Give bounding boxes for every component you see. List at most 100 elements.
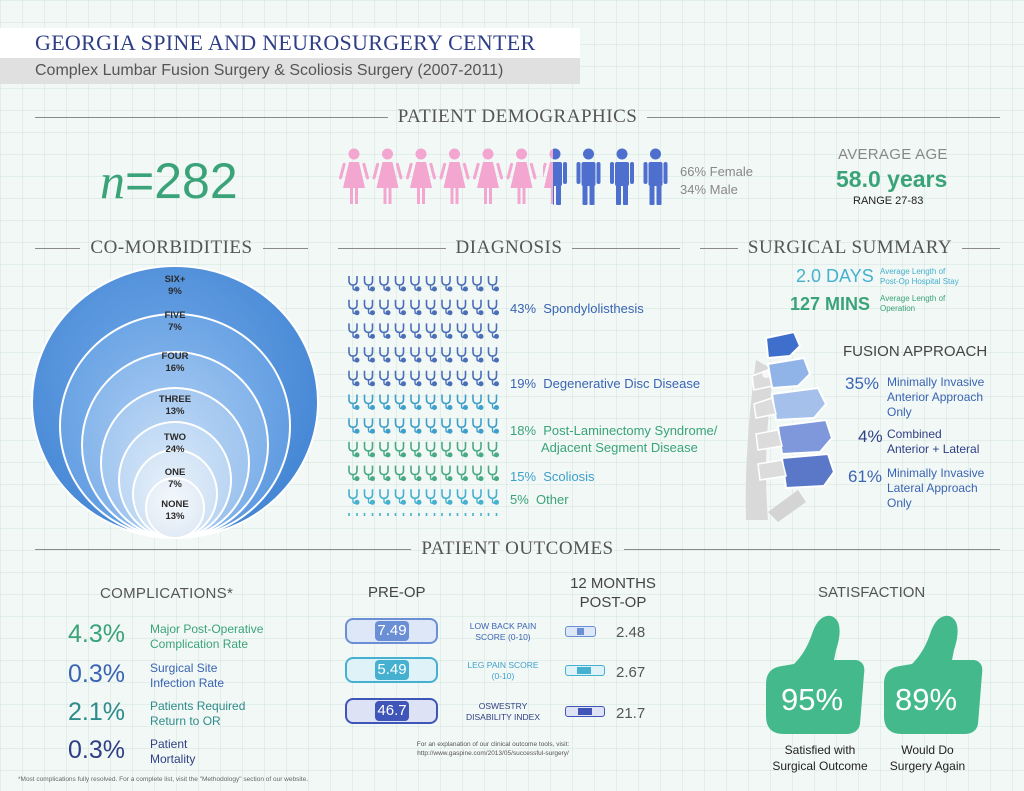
comorbidity-label: FOUR	[162, 351, 189, 362]
person-icon	[405, 148, 437, 204]
spine-illustration	[745, 330, 836, 522]
stethoscope-icon	[487, 276, 500, 292]
stethoscope-icon	[472, 512, 484, 516]
section-title: CO-MORBIDITIES	[90, 237, 253, 258]
stethoscope-icon	[410, 298, 422, 316]
fusion-lateral-label: Minimally Invasive Lateral Approach Only	[887, 466, 985, 510]
fusion-anterior-label: Minimally Invasive Anterior Approach Only	[887, 375, 985, 419]
stethoscope-icon	[425, 464, 438, 482]
page-subtitle: Complex Lumbar Fusion Surgery & Scoliosi…	[0, 58, 580, 84]
patient-count: n=282	[100, 152, 238, 210]
section-title: SURGICAL SUMMARY	[747, 237, 953, 258]
person-icon	[543, 148, 567, 205]
stethoscope-icon	[394, 441, 407, 458]
hospital-stay-desc: Average Length of Post-Op Hospital Stay	[880, 267, 959, 286]
stethoscope-icon	[348, 488, 360, 506]
stethoscope-icon	[425, 276, 438, 292]
satisfied-pct: 95%	[781, 682, 844, 717]
diagnosis-label-post-laminectomy: 18% Post-Laminectomy Syndrome/Adjacent S…	[510, 423, 718, 455]
postop-leg-pain-value: 2.67	[616, 664, 646, 681]
stethoscope-icon	[441, 488, 453, 506]
measure-back-pain: LOW BACK PAIN SCORE (0-10)	[469, 621, 537, 642]
stethoscope-icon	[456, 369, 469, 387]
average-age-label: AVERAGE AGE	[838, 146, 948, 163]
stethoscope-icon	[441, 441, 453, 458]
person-icon	[506, 148, 537, 204]
stethoscope-icon	[348, 393, 360, 411]
stethoscope-icon	[456, 464, 469, 482]
person-icon	[576, 148, 601, 205]
stethoscope-icon	[363, 488, 376, 506]
stethoscope-icon	[410, 369, 422, 387]
stethoscope-icon	[441, 276, 453, 292]
stethoscope-icon	[472, 369, 484, 387]
stethoscope-icon	[363, 276, 376, 292]
diagnosis-label-degenerative: 19% Degenerative Disc Disease	[510, 376, 701, 391]
comorbidity-value: 9%	[168, 286, 182, 297]
stethoscope-icon	[348, 322, 360, 340]
section-demographics: PATIENT DEMOGRAPHICS	[35, 106, 1000, 128]
stethoscope-icon	[379, 298, 391, 316]
person-icon	[372, 148, 403, 204]
complication-mortality-label: Patient Mortality	[150, 737, 196, 766]
fusion-combined-pct: 4%	[858, 427, 883, 446]
comorbidity-label: NONE	[161, 499, 188, 510]
stethoscope-icon	[425, 441, 438, 458]
stethoscope-icon	[441, 298, 453, 316]
stethoscope-icon	[472, 322, 484, 340]
fusion-anterior-pct: 35%	[845, 374, 880, 393]
section-surgical-summary: SURGICAL SUMMARY	[700, 237, 1001, 259]
comorbidity-value: 13%	[165, 511, 185, 522]
stethoscope-icon	[425, 298, 438, 316]
comorbidities-chart: SIX+9%FIVE7%FOUR16%THREE13%TWO24%ONE7%NO…	[31, 265, 319, 539]
stethoscope-icon	[410, 441, 422, 458]
stethoscope-icon	[348, 369, 360, 387]
stethoscope-icon	[456, 276, 469, 292]
stethoscope-icon	[348, 298, 360, 316]
stethoscope-icon	[363, 393, 376, 411]
complications-title: COMPLICATIONS*	[100, 585, 234, 602]
n-symbol: n	[100, 153, 125, 209]
stethoscope-icon	[456, 512, 469, 516]
stethoscope-icon	[425, 322, 438, 340]
complication-mortality-pct: 0.3%	[68, 736, 125, 764]
stethoscope-icon	[472, 346, 484, 363]
stethoscope-icon	[441, 512, 453, 516]
stethoscope-icon	[394, 369, 407, 387]
stethoscope-icon	[425, 346, 438, 363]
stethoscope-icon	[456, 417, 469, 435]
stethoscope-icon	[487, 417, 500, 435]
stethoscope-icon	[456, 346, 469, 363]
complication-infection-pct: 0.3%	[68, 660, 125, 688]
page-title: GEORGIA SPINE AND NEUROSURGERY CENTER	[0, 28, 580, 58]
section-comorbidities: CO-MORBIDITIES	[35, 237, 309, 259]
stethoscope-icon	[379, 369, 391, 387]
stethoscope-icon	[425, 417, 438, 435]
gender-people-chart	[338, 148, 668, 205]
stethoscope-icon	[363, 346, 376, 363]
stethoscope-icon	[363, 298, 376, 316]
postop-oswestry-value: 21.7	[616, 705, 646, 722]
stethoscope-icon	[441, 464, 453, 482]
complication-return-or-pct: 2.1%	[68, 698, 125, 726]
stethoscope-icon	[348, 441, 360, 458]
stethoscope-icon	[410, 393, 422, 411]
operation-length-value: 127 MINS	[790, 294, 871, 314]
stethoscope-icon	[441, 322, 453, 340]
stethoscope-icon	[363, 441, 376, 458]
stethoscope-icon	[363, 512, 376, 516]
postop-title: 12 MONTHS POST-OP	[570, 575, 656, 611]
postop-back-pain-value: 2.48	[616, 624, 646, 641]
stethoscope-icon	[363, 417, 376, 435]
diagnosis-icon-grid	[348, 276, 500, 516]
stethoscope-icon	[394, 276, 407, 292]
footnote: *Most complications fully resolved. For …	[18, 776, 309, 783]
comorbidity-value: 7%	[168, 479, 182, 490]
stethoscope-icon	[425, 488, 438, 506]
person-icon	[472, 148, 504, 204]
stethoscope-icon	[456, 322, 469, 340]
stethoscope-icon	[472, 393, 484, 411]
stethoscope-icon	[425, 393, 438, 411]
person-icon	[643, 148, 668, 205]
stethoscope-icon	[379, 346, 391, 363]
